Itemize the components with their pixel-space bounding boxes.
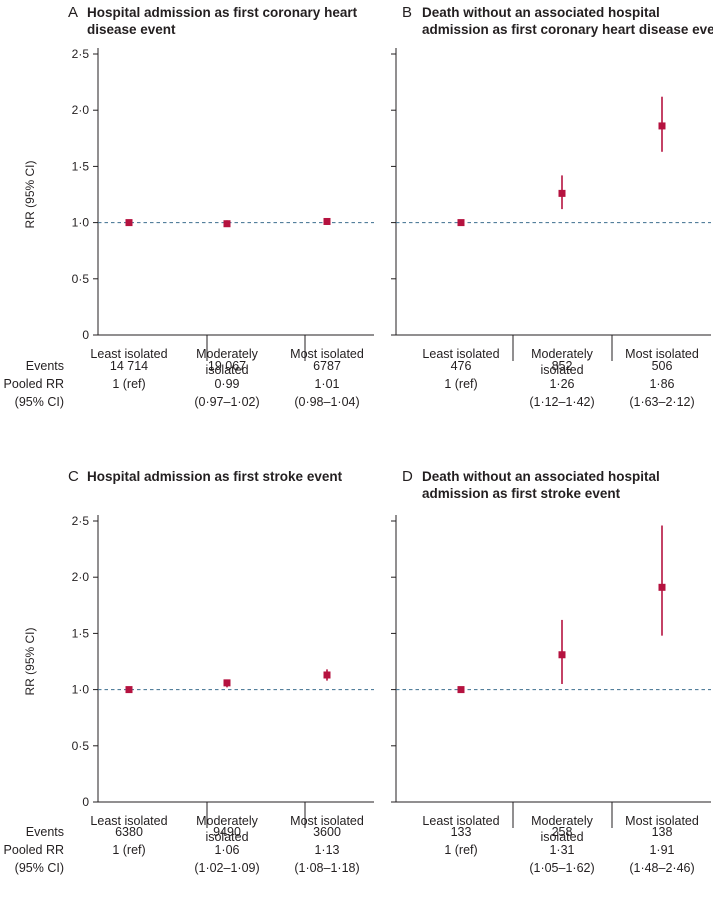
panel-b-events-value: 506 [652,359,673,373]
table-label-pooled-rr: Pooled RR [4,843,64,857]
panel-a-letter: A [68,4,78,21]
panel-d-pooled-rr-value: 1·31 [549,843,574,857]
panel-a-pooled-rr-value: 0·99 [214,377,239,391]
panel-c-ci-value: (1·02–1·09) [194,861,259,875]
panel-c-ci-value: (1·08–1·18) [294,861,359,875]
panel-a-title-line: Hospital admission as first coronary hea… [87,5,358,20]
panel-d-ci-value: (1·48–2·46) [629,861,694,875]
panel-d-ci-value: (1·05–1·62) [529,861,594,875]
table-label-events: Events [26,359,64,373]
panel-b-events-value: 476 [451,359,472,373]
panel-a-events-value: 6787 [313,359,341,373]
panel-a-point [323,217,331,225]
panel-c-point [223,679,231,687]
panel-a-y-tick-label: 0·5 [72,272,90,286]
table-label-ci: (95% CI) [15,861,64,875]
panel-c-category-label: Moderately [196,814,259,828]
panel-a-category-label: Most isolated [290,347,364,361]
panel-c-category-label: isolated [205,830,248,844]
panel-b-pooled-rr-value: 1 (ref) [444,377,477,391]
panel-d-point [457,686,465,694]
panel-a-pooled-rr-value: 1·01 [314,377,339,391]
panel-d-pooled-rr-value: 1 (ref) [444,843,477,857]
panel-d-title-line: admission as first stroke event [422,486,621,501]
panel-a-category-label: Least isolated [90,347,167,361]
table-label-events: Events [26,825,64,839]
panel-b-events-value: 852 [552,359,573,373]
panel-b-title-line: Death without an associated hospital [422,5,660,20]
panel-b-letter: B [402,4,412,21]
panel-b-category-label: Moderately [531,347,594,361]
panel-d-events-value: 138 [652,825,673,839]
panel-b-category-label: Most isolated [625,347,699,361]
panel-c-y-tick-label: 2·5 [72,514,90,528]
panel-a-y-tick-label: 2·5 [72,47,90,61]
panel-b-pooled-rr-value: 1·26 [549,377,574,391]
panel-d-category-label: isolated [540,830,583,844]
panel-d-pooled-rr-value: 1·91 [649,843,674,857]
panel-c-pooled-rr-value: 1·06 [214,843,239,857]
panel-c-y-tick-label: 1·0 [72,683,90,697]
panel-d-title-line: Death without an associated hospital [422,469,660,484]
panel-c-category-label: Least isolated [90,814,167,828]
panel-d-point [558,651,566,659]
panel-d-category-label: Moderately [531,814,594,828]
panel-c-events-value: 3600 [313,825,341,839]
panel-a-point [223,220,231,228]
panel-b-category-label: Least isolated [422,347,499,361]
panel-a-y-tick-label: 2·0 [72,103,90,117]
panel-a-ci-value: (0·97–1·02) [194,395,259,409]
panel-a-y-tick-label: 1·0 [72,216,90,230]
panel-d-events-value: 258 [552,825,573,839]
panel-a-title-line: disease event [87,22,176,37]
panel-b-ci-value: (1·12–1·42) [529,395,594,409]
panel-c-pooled-rr-value: 1·13 [314,843,339,857]
panel-a-y-tick-label: 0 [82,328,89,342]
panel-c-events-value: 6380 [115,825,143,839]
panel-b-point [558,189,566,197]
panel-a-y-tick-label: 1·5 [72,159,90,173]
panel-c-category-label: Most isolated [290,814,364,828]
panel-b-ci-value: (1·63–2·12) [629,395,694,409]
panel-a-events-value: 14 714 [110,359,148,373]
panel-d-point [658,583,666,591]
panel-d-events-value: 133 [451,825,472,839]
table-label-pooled-rr: Pooled RR [4,377,64,391]
table-label-ci: (95% CI) [15,395,64,409]
panel-a-pooled-rr-value: 1 (ref) [112,377,145,391]
panel-c-point [125,686,133,694]
panel-a-events-value: 19 067 [208,359,246,373]
panel-b-pooled-rr-value: 1·86 [649,377,674,391]
panel-b-category-label: isolated [540,363,583,377]
panel-a-ci-value: (0·98–1·04) [294,395,359,409]
panel-c-events-value: 9490 [213,825,241,839]
panel-c-y-tick-label: 0 [82,795,89,809]
panel-c-pooled-rr-value: 1 (ref) [112,843,145,857]
panel-c-y-tick-label: 2·0 [72,570,90,584]
panel-b-title-line: admission as first coronary heart diseas… [422,22,713,37]
panel-c-y-tick-label: 0·5 [72,739,90,753]
panel-c-y-tick-label: 1·5 [72,626,90,640]
panel-a-y-axis-label: RR (95% CI) [23,160,37,228]
panel-c-title-line: Hospital admission as first stroke event [87,469,343,484]
panel-b-point [658,122,666,130]
panel-d-category-label: Least isolated [422,814,499,828]
panel-c-point [323,671,331,679]
panel-d-category-label: Most isolated [625,814,699,828]
panel-a-category-label: isolated [205,363,248,377]
panel-d-letter: D [402,468,413,485]
panel-a-category-label: Moderately [196,347,259,361]
panel-b-point [457,219,465,227]
panel-a-point [125,219,133,227]
panel-c-y-axis-label: RR (95% CI) [23,627,37,695]
panel-c-letter: C [68,468,79,485]
